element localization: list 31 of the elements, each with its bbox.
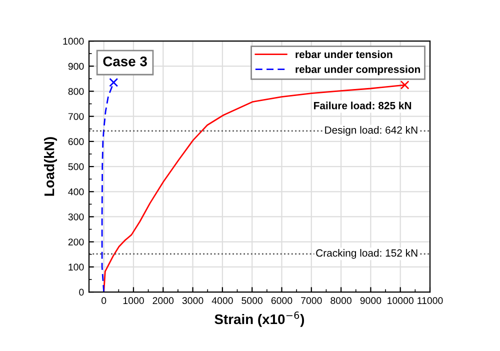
y-tick-label: 200 bbox=[68, 238, 84, 246]
annotation: Case 3 bbox=[103, 56, 147, 66]
x-tick-label: 10000 bbox=[388, 297, 414, 304]
y-tick-label: 800 bbox=[68, 88, 84, 95]
y-tick-label: 300 bbox=[68, 213, 84, 220]
x-tick-label: 7000 bbox=[301, 297, 322, 304]
x-tick-label: 9000 bbox=[360, 297, 382, 304]
y-tick-label: 0 bbox=[79, 288, 84, 296]
y-tick-label: 100 bbox=[68, 264, 84, 271]
y-tick-label: 700 bbox=[68, 113, 84, 120]
x-axis-title: Strain (x10$^{−6}$) bbox=[214, 312, 304, 327]
legend-label: rebar under compression bbox=[296, 65, 420, 76]
y-tick-label: 400 bbox=[68, 188, 84, 196]
ref-line-label: Design load: 642 kN bbox=[325, 126, 418, 136]
x-tick-label: 3000 bbox=[182, 297, 204, 304]
legend-label: rebar under tension bbox=[296, 50, 392, 58]
annotation: Failure load: 825 kN bbox=[314, 102, 412, 110]
x-tick-label: 4000 bbox=[212, 297, 233, 304]
y-tick-label: 500 bbox=[68, 163, 84, 170]
x-tick-label: 8000 bbox=[330, 297, 352, 304]
y-tick-label: 900 bbox=[68, 62, 84, 70]
x-tick-label: 11000 bbox=[418, 297, 443, 304]
x-tick-label: 1000 bbox=[123, 297, 144, 304]
y-tick-label: 600 bbox=[68, 138, 84, 146]
ref-line-label: Cracking load: 152 kN bbox=[316, 249, 418, 259]
x-tick-label: 0 bbox=[102, 297, 106, 304]
y-tick-label: 1000 bbox=[63, 38, 84, 45]
x-tick-label: 6000 bbox=[271, 297, 292, 304]
x-tick-label: 5000 bbox=[242, 297, 263, 304]
y-axis-title: Load(kN) bbox=[44, 137, 57, 196]
x-tick-label: 2000 bbox=[152, 297, 174, 304]
